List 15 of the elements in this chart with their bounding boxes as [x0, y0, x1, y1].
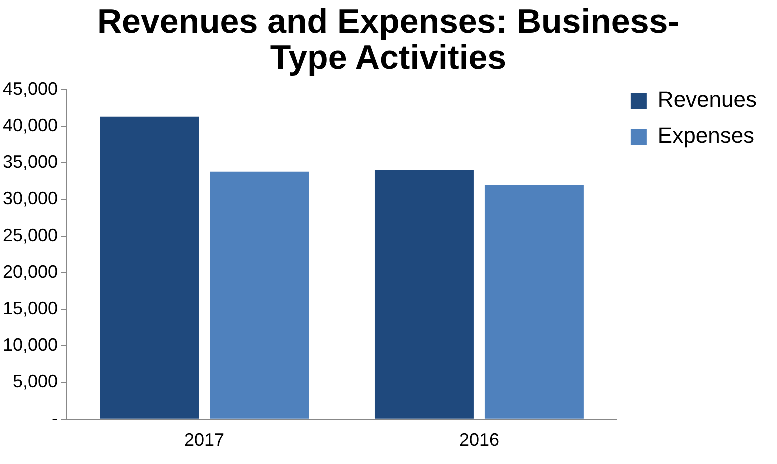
y-tick-label: 40,000 [2, 115, 58, 136]
x-tick-label: 2016 [459, 430, 500, 450]
legend-label: Expenses [658, 123, 755, 148]
x-tick-label: 2017 [184, 430, 225, 450]
y-tick-label: 15,000 [2, 298, 58, 318]
y-tick-label: 30,000 [2, 188, 58, 209]
y-tick-label: 5,000 [13, 372, 58, 392]
chart-title: Revenues and Expenses: Business-Type Activities [96, 3, 680, 77]
legend-label: Revenues [658, 87, 758, 112]
y-tick-label: - [52, 408, 58, 428]
y-tick-label: 25,000 [2, 225, 58, 246]
y-tick-label: 45,000 [2, 78, 58, 99]
y-tick-label: 35,000 [2, 152, 58, 172]
y-tick-label: 20,000 [2, 262, 58, 282]
y-tick-label: 10,000 [2, 335, 58, 356]
